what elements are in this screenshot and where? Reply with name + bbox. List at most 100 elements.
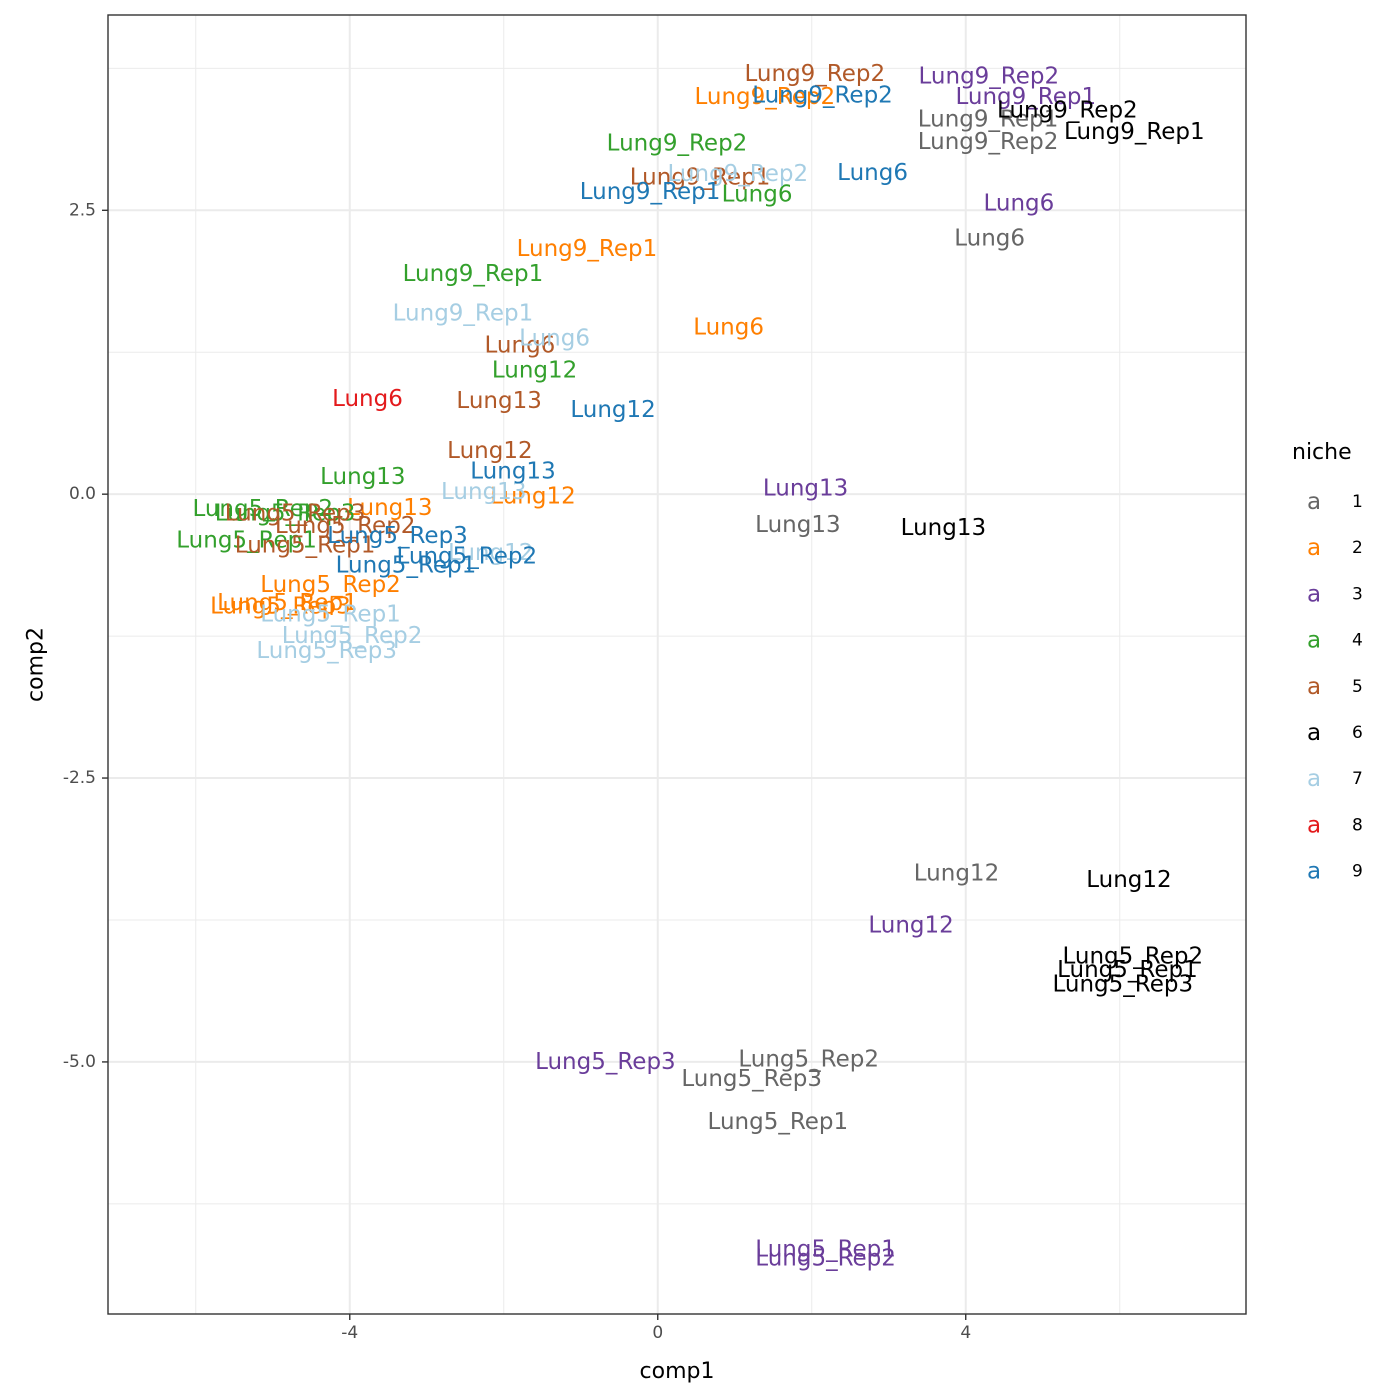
point-label: Lung13 [755, 512, 840, 538]
point-label: Lung12 [914, 860, 999, 886]
point-label: Lung6 [693, 314, 764, 340]
point-label: Lung9_Rep1 [918, 106, 1059, 132]
point-label: Lung5_Rep2 [755, 1245, 896, 1271]
point-label: Lung6 [332, 386, 403, 412]
point-label: Lung9_Rep2 [668, 161, 809, 187]
point-label: Lung5_Rep2 [738, 1047, 879, 1073]
legend-key-glyph: a [1307, 674, 1321, 700]
point-label: Lung9_Rep1 [403, 261, 544, 287]
legend: niche a 1 a 2 a 3 a 4 a 5 a 6 a 7 a 8 a 9 [1292, 440, 1363, 885]
point-label: Lung5_Rep3 [681, 1066, 822, 1092]
legend-key-glyph: a [1307, 489, 1321, 515]
y-axis: 2.5 0.0 -2.5 -5.0 [63, 200, 108, 1072]
plot-panel-border [107, 14, 1247, 1315]
legend-key-glyph: a [1307, 720, 1321, 746]
legend-key-glyph: a [1307, 859, 1321, 885]
legend-key-glyph: a [1307, 766, 1321, 792]
point-label: Lung12 [447, 438, 532, 464]
point-label: Lung13 [347, 495, 432, 521]
legend-entry-label: 2 [1352, 538, 1363, 558]
y-tick-label: -5.0 [63, 1052, 96, 1072]
x-axis-title: comp1 [640, 1359, 715, 1384]
point-label: Lung9_Rep2 [997, 97, 1138, 123]
point-label: Lung6 [485, 332, 556, 358]
legend-entry-label: 8 [1352, 815, 1363, 835]
point-label: Lung13 [470, 458, 555, 484]
point-label: Lung5_Rep1 [235, 532, 376, 558]
point-label: Lung5_Rep1 [176, 528, 317, 554]
point-label: Lung5_Rep3 [225, 500, 366, 526]
point-label: Lung5_Rep2 [260, 572, 401, 598]
point-label: Lung12 [1086, 867, 1171, 893]
point-label: Lung13 [320, 464, 405, 490]
point-label: Lung5_Rep1 [336, 553, 477, 579]
point-label: Lung12 [570, 397, 655, 423]
x-tick-label: -4 [341, 1323, 358, 1343]
point-label: Lung5_Rep3 [210, 594, 351, 620]
legend-key-glyph: a [1307, 628, 1321, 654]
plot-panel [108, 15, 1246, 1314]
point-labels: Lung9_Rep1Lung9_Rep2Lung6Lung13Lung12Lun… [176, 61, 1204, 1271]
point-label: Lung12 [868, 913, 953, 939]
legend-entry-label: 4 [1352, 631, 1363, 651]
legend-entry-label: 3 [1352, 584, 1363, 604]
legend-title: niche [1292, 440, 1352, 465]
point-label: Lung12 [490, 483, 575, 509]
major-gridlines [108, 15, 1246, 1314]
point-label: Lung5_Rep1 [708, 1109, 849, 1135]
legend-entry-label: 6 [1352, 723, 1363, 743]
point-label: Lung13 [763, 475, 848, 501]
x-tick-label: 0 [652, 1323, 663, 1343]
point-label: Lung9_Rep1 [630, 164, 771, 190]
point-label: Lung5_Rep2 [192, 496, 333, 522]
point-label: Lung5_Rep2 [396, 544, 537, 570]
point-label: Lung6 [837, 160, 908, 186]
point-label: Lung9_Rep2 [607, 130, 748, 156]
point-label: Lung5_Rep1 [755, 1236, 896, 1262]
point-label: Lung9_Rep1 [517, 236, 658, 262]
point-label: Lung13 [441, 479, 526, 505]
point-label: Lung5_Rep3 [327, 523, 468, 549]
point-label: Lung9_Rep2 [752, 83, 893, 109]
minor-gridlines [108, 15, 1246, 1314]
point-label: Lung9_Rep2 [745, 61, 886, 87]
point-label: Lung6 [519, 326, 590, 352]
point-label: Lung5_Rep1 [260, 602, 401, 628]
point-label: Lung5_Rep2 [282, 623, 423, 649]
legend-entry-label: 7 [1352, 769, 1363, 789]
point-label: Lung5_Rep1 [217, 590, 358, 616]
point-label: Lung6 [954, 226, 1025, 252]
legend-key-glyph: a [1307, 581, 1321, 607]
y-tick-label: 0.0 [69, 484, 96, 504]
legend-key-glyph: a [1307, 812, 1321, 838]
legend-entry-label: 5 [1352, 677, 1363, 697]
point-label: Lung9_Rep1 [580, 179, 721, 205]
point-label: Lung6 [983, 190, 1054, 216]
point-label: Lung5_Rep1 [1057, 957, 1198, 983]
point-label: Lung5_Rep3 [215, 500, 356, 526]
point-label: Lung9_Rep1 [1064, 119, 1205, 145]
y-axis-title: comp2 [24, 627, 49, 702]
point-label: Lung5_Rep2 [1062, 943, 1203, 969]
legend-key-glyph: a [1307, 535, 1321, 561]
y-tick-label: 2.5 [69, 200, 96, 220]
legend-entry-label: 1 [1352, 492, 1363, 512]
y-tick-label: -2.5 [63, 768, 96, 788]
point-label: Lung13 [456, 388, 541, 414]
point-label: Lung5_Rep3 [256, 638, 397, 664]
point-label: Lung5_Rep3 [1052, 972, 1193, 998]
point-label: Lung12 [448, 540, 533, 566]
point-label: Lung13 [901, 515, 986, 541]
point-label: Lung9_Rep2 [919, 63, 1060, 89]
point-label: Lung9_Rep1 [955, 84, 1096, 110]
point-label: Lung12 [492, 357, 577, 383]
x-axis: -4 0 4 [341, 1314, 971, 1343]
point-label: Lung6 [722, 181, 793, 207]
point-label: Lung9_Rep2 [918, 129, 1059, 155]
legend-entry-label: 9 [1352, 862, 1363, 882]
point-label: Lung5_Rep3 [535, 1049, 676, 1075]
x-tick-label: 4 [960, 1323, 971, 1343]
point-label: Lung9_Rep1 [393, 301, 534, 327]
point-label: Lung5_Rep2 [275, 513, 416, 539]
